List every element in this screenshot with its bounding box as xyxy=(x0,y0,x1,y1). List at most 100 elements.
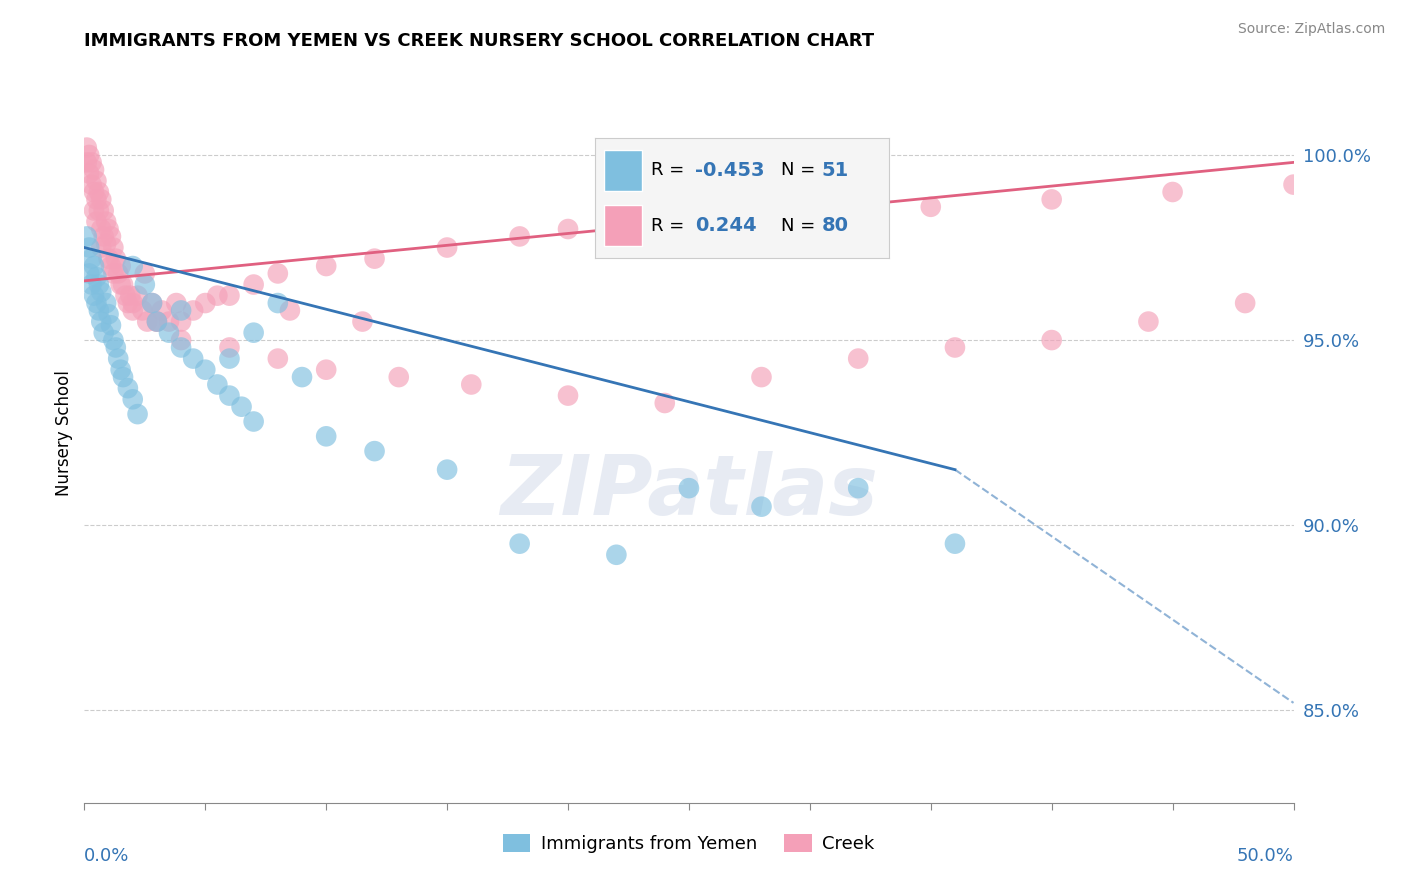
Point xyxy=(100,259,122,273)
Point xyxy=(87,203,110,218)
Point xyxy=(278,303,301,318)
Point xyxy=(315,429,337,443)
Point xyxy=(110,259,132,273)
Point xyxy=(509,536,531,550)
Point xyxy=(157,315,180,329)
Point xyxy=(136,315,159,329)
Point xyxy=(77,167,100,181)
Point xyxy=(751,370,773,384)
Point xyxy=(146,315,169,329)
Point xyxy=(94,296,117,310)
FancyBboxPatch shape xyxy=(605,205,643,246)
Point xyxy=(181,303,204,318)
Text: N =: N = xyxy=(780,217,821,235)
Point xyxy=(83,259,105,273)
Point xyxy=(1040,333,1063,347)
FancyBboxPatch shape xyxy=(605,150,643,191)
Point xyxy=(799,207,821,221)
Point xyxy=(103,241,125,255)
Point xyxy=(121,303,143,318)
Point xyxy=(86,174,108,188)
Point xyxy=(460,377,482,392)
Point xyxy=(76,155,98,169)
Point xyxy=(114,288,136,302)
Point xyxy=(436,462,458,476)
Text: 50.0%: 50.0% xyxy=(1237,847,1294,865)
Point xyxy=(86,193,108,207)
Point xyxy=(509,229,531,244)
Point xyxy=(83,288,105,302)
Point xyxy=(86,270,108,285)
Point xyxy=(117,296,139,310)
Point xyxy=(80,178,103,192)
Point xyxy=(267,351,290,366)
Point xyxy=(218,341,240,355)
Point xyxy=(194,296,217,310)
Text: IMMIGRANTS FROM YEMEN VS CREEK NURSERY SCHOOL CORRELATION CHART: IMMIGRANTS FROM YEMEN VS CREEK NURSERY S… xyxy=(84,32,875,50)
Point xyxy=(363,444,385,458)
Point xyxy=(654,396,676,410)
Point xyxy=(77,267,100,281)
Point xyxy=(86,214,108,228)
Point xyxy=(943,341,966,355)
Point xyxy=(170,341,193,355)
Text: 0.244: 0.244 xyxy=(696,216,756,235)
Point xyxy=(557,388,579,402)
Point xyxy=(90,315,112,329)
Point xyxy=(76,140,98,154)
Point xyxy=(291,370,314,384)
Point xyxy=(1161,185,1184,199)
Point xyxy=(218,351,240,366)
Point xyxy=(170,303,193,318)
Text: 80: 80 xyxy=(821,216,849,235)
Point xyxy=(678,481,700,495)
Point xyxy=(141,296,163,310)
Point xyxy=(150,303,173,318)
Point xyxy=(127,407,149,421)
Point xyxy=(134,267,156,281)
Point xyxy=(218,288,240,302)
Point xyxy=(100,229,122,244)
Point xyxy=(104,252,127,266)
Point xyxy=(120,288,142,302)
Point xyxy=(103,333,125,347)
Point xyxy=(100,318,122,333)
Legend: Immigrants from Yemen, Creek: Immigrants from Yemen, Creek xyxy=(496,827,882,861)
Point xyxy=(134,277,156,292)
Point xyxy=(242,277,264,292)
Text: 0.0%: 0.0% xyxy=(84,847,129,865)
Point xyxy=(110,362,132,376)
Point xyxy=(83,203,105,218)
Point xyxy=(86,296,108,310)
Text: Source: ZipAtlas.com: Source: ZipAtlas.com xyxy=(1237,22,1385,37)
Text: -0.453: -0.453 xyxy=(696,161,765,180)
Point xyxy=(157,326,180,340)
Point xyxy=(194,362,217,376)
Point xyxy=(97,222,120,236)
Point xyxy=(557,222,579,236)
Point xyxy=(141,296,163,310)
Point xyxy=(165,296,187,310)
Point xyxy=(131,303,153,318)
Point xyxy=(90,222,112,236)
Point xyxy=(267,296,290,310)
Point xyxy=(103,267,125,281)
Point xyxy=(121,259,143,273)
Point xyxy=(231,400,253,414)
Point xyxy=(87,185,110,199)
Point xyxy=(1282,178,1305,192)
Point xyxy=(170,315,193,329)
Point xyxy=(181,351,204,366)
Point xyxy=(267,267,290,281)
Point xyxy=(1234,296,1257,310)
Text: R =: R = xyxy=(651,217,690,235)
Point xyxy=(363,252,385,266)
Point xyxy=(242,326,264,340)
Y-axis label: Nursery School: Nursery School xyxy=(55,369,73,496)
Point xyxy=(943,536,966,550)
Point xyxy=(90,241,112,255)
Text: R =: R = xyxy=(651,161,690,179)
Point xyxy=(112,277,135,292)
Point xyxy=(315,259,337,273)
Point xyxy=(121,296,143,310)
